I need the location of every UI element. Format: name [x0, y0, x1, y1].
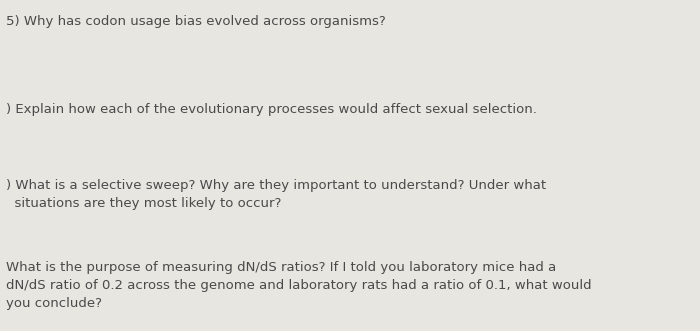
Text: ) Explain how each of the evolutionary processes would affect sexual selection.: ) Explain how each of the evolutionary p… — [6, 103, 536, 116]
Text: ) What is a selective sweep? Why are they important to understand? Under what
  : ) What is a selective sweep? Why are the… — [6, 179, 546, 210]
Text: 5) Why has codon usage bias evolved across organisms?: 5) Why has codon usage bias evolved acro… — [6, 15, 385, 28]
Text: What is the purpose of measuring dN/dS ratios? If I told you laboratory mice had: What is the purpose of measuring dN/dS r… — [6, 261, 592, 310]
